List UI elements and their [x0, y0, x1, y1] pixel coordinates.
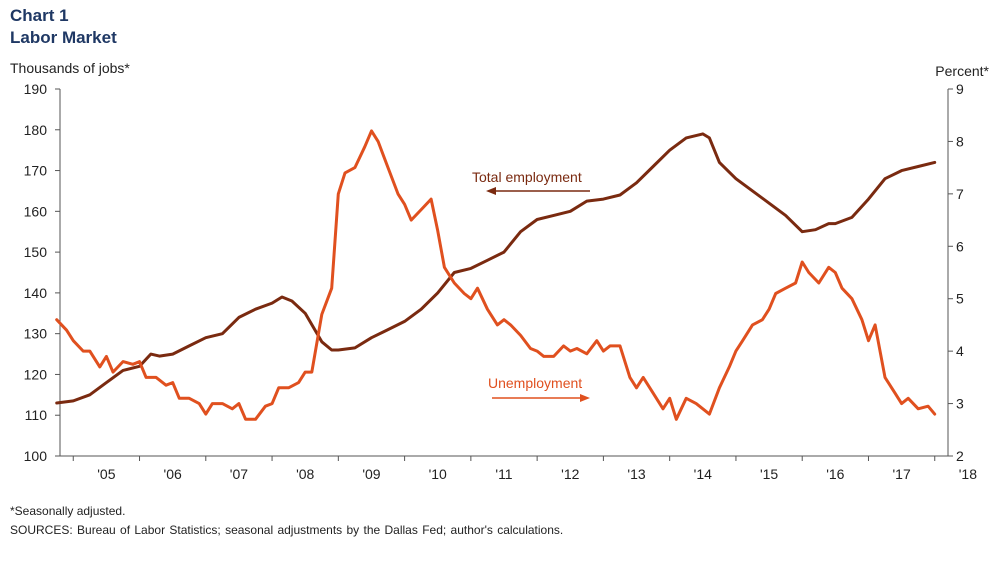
- sources-note: SOURCES: Bureau of Labor Statistics; sea…: [10, 523, 564, 537]
- x-axis-tick-label: '07: [230, 466, 248, 482]
- left-axis-tick-label: 190: [24, 81, 48, 97]
- right-axis-tick-label: 3: [956, 396, 964, 412]
- x-axis-tick-label: '12: [561, 466, 579, 482]
- right-axis-tick-label: 8: [956, 133, 964, 149]
- x-axis-tick-label: '08: [296, 466, 314, 482]
- left-axis-tick-label: 120: [24, 366, 48, 382]
- right-axis-unit-label: Percent*: [935, 63, 989, 79]
- total-employment-line: [55, 132, 937, 405]
- left-axis-unit-label: Thousands of jobs*: [10, 60, 130, 76]
- right-axis-tick-label: 9: [956, 81, 964, 97]
- x-axis-tick-label: '09: [362, 466, 380, 482]
- x-axis-tick-label: '16: [826, 466, 844, 482]
- left-axis-tick-label: 160: [24, 203, 48, 219]
- x-axis-tick-label: '14: [694, 466, 712, 482]
- right-axis-tick-label: 6: [956, 238, 964, 254]
- x-axis-tick-label: '15: [760, 466, 778, 482]
- left-axis-tick-label: 100: [24, 448, 48, 464]
- x-axis-tick-label: '06: [164, 466, 182, 482]
- x-axis-tick-label: '18: [959, 466, 977, 482]
- total-employment-annotation: Total employment: [472, 169, 582, 185]
- x-axis-tick-label: '05: [97, 466, 115, 482]
- left-axis-tick-label: 140: [24, 285, 48, 301]
- x-axis-tick-label: '11: [495, 466, 512, 482]
- x-axis-tick-label: '10: [429, 466, 447, 482]
- right-axis-tick-label: 7: [956, 186, 964, 202]
- right-axis-tick-label: 4: [956, 343, 964, 359]
- left-axis-tick-label: 110: [25, 407, 48, 423]
- unemployment-line: [55, 129, 937, 421]
- footnote: *Seasonally adjusted.: [10, 504, 126, 518]
- chart-title: Labor Market: [10, 28, 117, 47]
- unemployment-annotation: Unemployment: [488, 375, 582, 391]
- left-axis-tick-label: 150: [24, 244, 48, 260]
- total-employment-arrow-head: [486, 187, 496, 195]
- right-axis-tick-label: 2: [956, 448, 964, 464]
- left-axis-tick-label: 180: [24, 122, 48, 138]
- chart-number: Chart 1: [10, 6, 69, 25]
- right-axis-tick-label: 5: [956, 291, 964, 307]
- x-axis-tick-label: '17: [892, 466, 910, 482]
- left-axis-tick-label: 130: [24, 326, 48, 342]
- left-axis-tick-label: 170: [24, 163, 48, 179]
- unemployment-arrow-head: [580, 394, 590, 402]
- x-axis-tick-label: '13: [627, 466, 645, 482]
